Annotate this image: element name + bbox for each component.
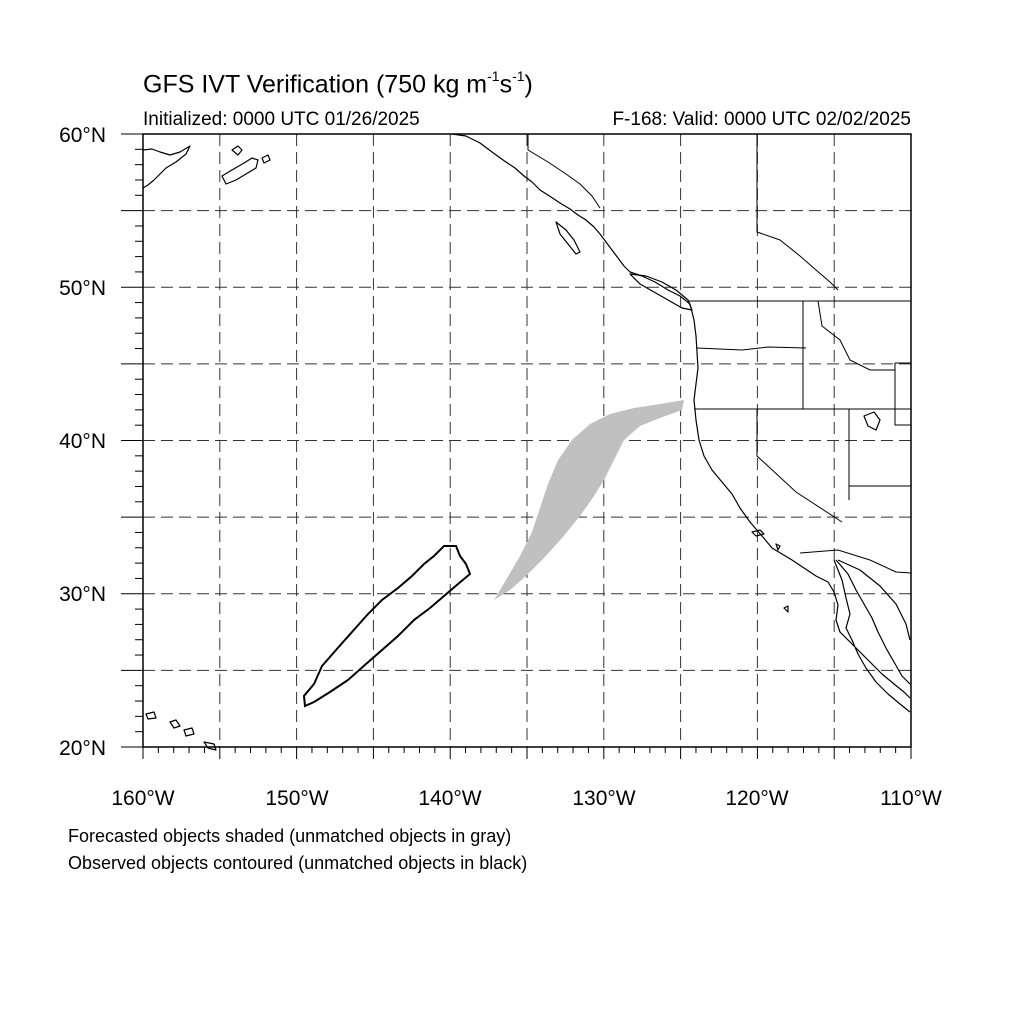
- washington-oregon-border: [696, 346, 807, 351]
- coastlines: [142, 133, 911, 751]
- us-mexico-border: [799, 549, 912, 574]
- hawaii-islands: [145, 711, 217, 751]
- lat-axis-labels: 20°N 30°N 40°N 50°N 60°N: [59, 124, 106, 760]
- alaska-islands: [221, 157, 259, 185]
- baja-coast: [835, 559, 911, 685]
- grid-lines: [143, 134, 911, 747]
- axis-ticks: [121, 133, 912, 759]
- lon-axis-labels: 160°W 150°W 140°W 130°W 120°W 110°W: [111, 787, 942, 810]
- lon-label-140w: 140°W: [418, 787, 481, 810]
- alaska-islands-2: [231, 145, 243, 156]
- vancouver-island: [629, 273, 693, 311]
- north-america-coast: [451, 133, 911, 699]
- canada-inland-border: [756, 134, 839, 291]
- lat-label-30: 30°N: [59, 583, 106, 606]
- lon-label-130w: 130°W: [572, 787, 635, 810]
- forecast-legend-note: Forecasted objects shaded (unmatched obj…: [68, 826, 512, 846]
- alaska-coast: [142, 145, 191, 189]
- lat-label-20: 20°N: [59, 737, 106, 760]
- lat-label-50: 50°N: [59, 277, 106, 300]
- forecast-object: [494, 400, 684, 600]
- great-salt-lake: [863, 411, 881, 431]
- alaska-canada-border: [527, 134, 601, 209]
- montana-border: [817, 300, 895, 371]
- initialized-label: Initialized: 0000 UTC 01/26/2025: [143, 109, 420, 130]
- lon-label-160w: 160°W: [111, 787, 174, 810]
- lat-label-60: 60°N: [59, 124, 106, 147]
- lon-label-110w: 110°W: [880, 787, 942, 810]
- mexico-coast: [837, 559, 911, 641]
- wyoming-border: [894, 362, 912, 426]
- lat-label-40: 40°N: [59, 430, 106, 453]
- haida-gwaii: [555, 221, 581, 255]
- nevada-border: [756, 409, 843, 523]
- valid-label: F-168: Valid: 0000 UTC 02/02/2025: [612, 109, 911, 130]
- alaska-islands-3: [261, 154, 271, 164]
- observed-legend-note: Observed objects contoured (unmatched ob…: [68, 853, 528, 873]
- lon-label-120w: 120°W: [725, 787, 788, 810]
- lon-label-150w: 150°W: [265, 787, 328, 810]
- chart-title: GFS IVT Verification (750 kg m-1s-1): [143, 68, 533, 99]
- gulf-of-california: [833, 559, 911, 713]
- observed-object: [302, 545, 472, 708]
- channel-islands: [751, 529, 789, 613]
